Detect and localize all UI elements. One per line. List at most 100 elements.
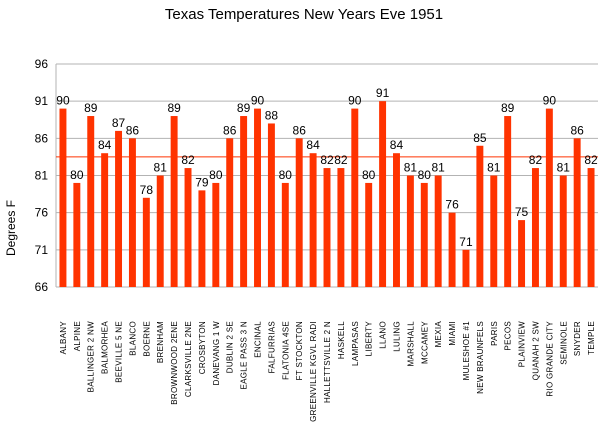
- bar: [295, 138, 303, 287]
- bar: [323, 168, 331, 287]
- bar: [226, 138, 234, 287]
- data-label: 84: [306, 138, 320, 152]
- data-label: 82: [334, 153, 348, 167]
- x-tick-label: BROWNWOOD 2ENE: [170, 321, 179, 405]
- x-tick-label: MEXIA: [434, 321, 443, 348]
- data-label: 89: [84, 101, 98, 115]
- x-tick-label: BALLINGER 2 NW: [87, 321, 96, 392]
- bar: [73, 182, 81, 287]
- data-label: 82: [584, 153, 598, 167]
- x-tick-label: BOERNE: [142, 321, 151, 357]
- x-tick-label: MARSHALL: [406, 321, 415, 367]
- bar: [115, 130, 123, 287]
- bar: [462, 249, 470, 287]
- x-tick-label: ALBANY: [59, 321, 68, 355]
- data-labels: 9080898487867881898279808689908880868482…: [56, 86, 598, 249]
- data-label: 86: [126, 123, 140, 137]
- data-label: 78: [140, 183, 154, 197]
- x-tick-label: PLAINVIEW: [518, 321, 527, 367]
- x-tick-label: HALLETTSVILLE 2 N: [323, 321, 332, 403]
- x-tick-label: LAMPASAS: [351, 321, 360, 366]
- x-tick-label: FLATONIA 4SE: [281, 321, 290, 380]
- data-label: 81: [557, 161, 571, 175]
- bar: [448, 212, 456, 287]
- data-label: 90: [56, 94, 70, 108]
- data-label: 79: [195, 175, 209, 189]
- bar: [379, 101, 387, 288]
- x-tick-label: MCCAMEY: [420, 321, 429, 364]
- data-label: 81: [154, 161, 168, 175]
- data-label: 85: [473, 131, 487, 145]
- y-tick-label: 81: [35, 169, 49, 183]
- x-tick-label: TEMPLE: [587, 321, 596, 355]
- data-label: 80: [362, 168, 376, 182]
- x-tick-label: RIO GRANDE CITY: [545, 321, 554, 397]
- data-label: 75: [515, 205, 529, 219]
- data-label: 82: [181, 153, 195, 167]
- data-label: 86: [223, 123, 237, 137]
- bar: [198, 190, 206, 287]
- y-axis-label: Degrees F: [4, 200, 18, 256]
- data-label: 87: [112, 116, 126, 130]
- x-tick-label: PARIS: [490, 321, 499, 346]
- y-tick-label: 91: [35, 94, 49, 108]
- data-label: 90: [348, 94, 362, 108]
- x-tick-label: DANEVANG 1 W: [212, 321, 221, 385]
- data-label: 84: [390, 138, 404, 152]
- bar: [87, 116, 95, 288]
- bar: [559, 175, 567, 287]
- data-label: 80: [70, 168, 84, 182]
- x-tick-label: SNYDER: [573, 321, 582, 356]
- data-label: 80: [279, 168, 293, 182]
- y-tick-label: 66: [35, 280, 49, 294]
- x-tick-label: FT STOCKTON: [295, 321, 304, 380]
- x-tick-label: NEW BRAUNFELS: [476, 321, 485, 394]
- bar: [587, 168, 595, 287]
- bar: [573, 138, 581, 287]
- data-label: 81: [431, 161, 445, 175]
- bar: [531, 168, 539, 287]
- data-label: 80: [209, 168, 223, 182]
- x-tick-label: SEMINOLE: [559, 321, 568, 365]
- x-tick-label: LIBERTY: [365, 321, 374, 357]
- data-label: 82: [529, 153, 543, 167]
- x-tick-label: MIAMI: [448, 321, 457, 346]
- bar: [434, 175, 442, 287]
- data-label: 82: [320, 153, 334, 167]
- x-tick-label: MULESHOE #1: [462, 321, 471, 381]
- x-tick-label: LULING: [392, 321, 401, 352]
- y-tick-label: 71: [35, 243, 49, 257]
- x-tick-label: EAGLE PASS 3 N: [240, 321, 249, 390]
- bar: [281, 182, 289, 287]
- y-tick-label: 86: [35, 131, 49, 145]
- data-label: 81: [404, 161, 418, 175]
- data-label: 90: [251, 94, 265, 108]
- bar: [59, 108, 67, 287]
- data-label: 88: [265, 108, 279, 122]
- x-tick-label: HASKELL: [337, 321, 346, 359]
- x-tick-label: FALFURRIAS: [267, 321, 276, 373]
- bars: [59, 101, 595, 288]
- x-tick-label: DUBLIN 2 SE: [226, 321, 235, 373]
- bar: [267, 123, 275, 287]
- bar: [101, 153, 109, 287]
- data-label: 86: [570, 123, 584, 137]
- x-tick-label: CROSBYTON: [198, 321, 207, 374]
- x-tick-label: QUANAH 2 SW: [531, 321, 540, 380]
- data-label: 81: [487, 161, 501, 175]
- x-tick-label: ALPINE: [73, 321, 82, 351]
- x-tick-label: BLANCO: [128, 321, 137, 356]
- data-label: 84: [98, 138, 112, 152]
- bar: [504, 116, 512, 288]
- x-tick-label: BRENHAM: [156, 321, 165, 363]
- x-tick-label: PECOS: [504, 321, 513, 351]
- bar: [393, 153, 400, 287]
- bar: [170, 116, 178, 288]
- bar: [406, 175, 414, 287]
- bar: [490, 175, 498, 287]
- data-label: 89: [237, 101, 251, 115]
- bar: [351, 108, 359, 287]
- bar: [240, 116, 248, 288]
- y-axis-ticks: 66 71 76 81 86 91 96: [35, 57, 49, 294]
